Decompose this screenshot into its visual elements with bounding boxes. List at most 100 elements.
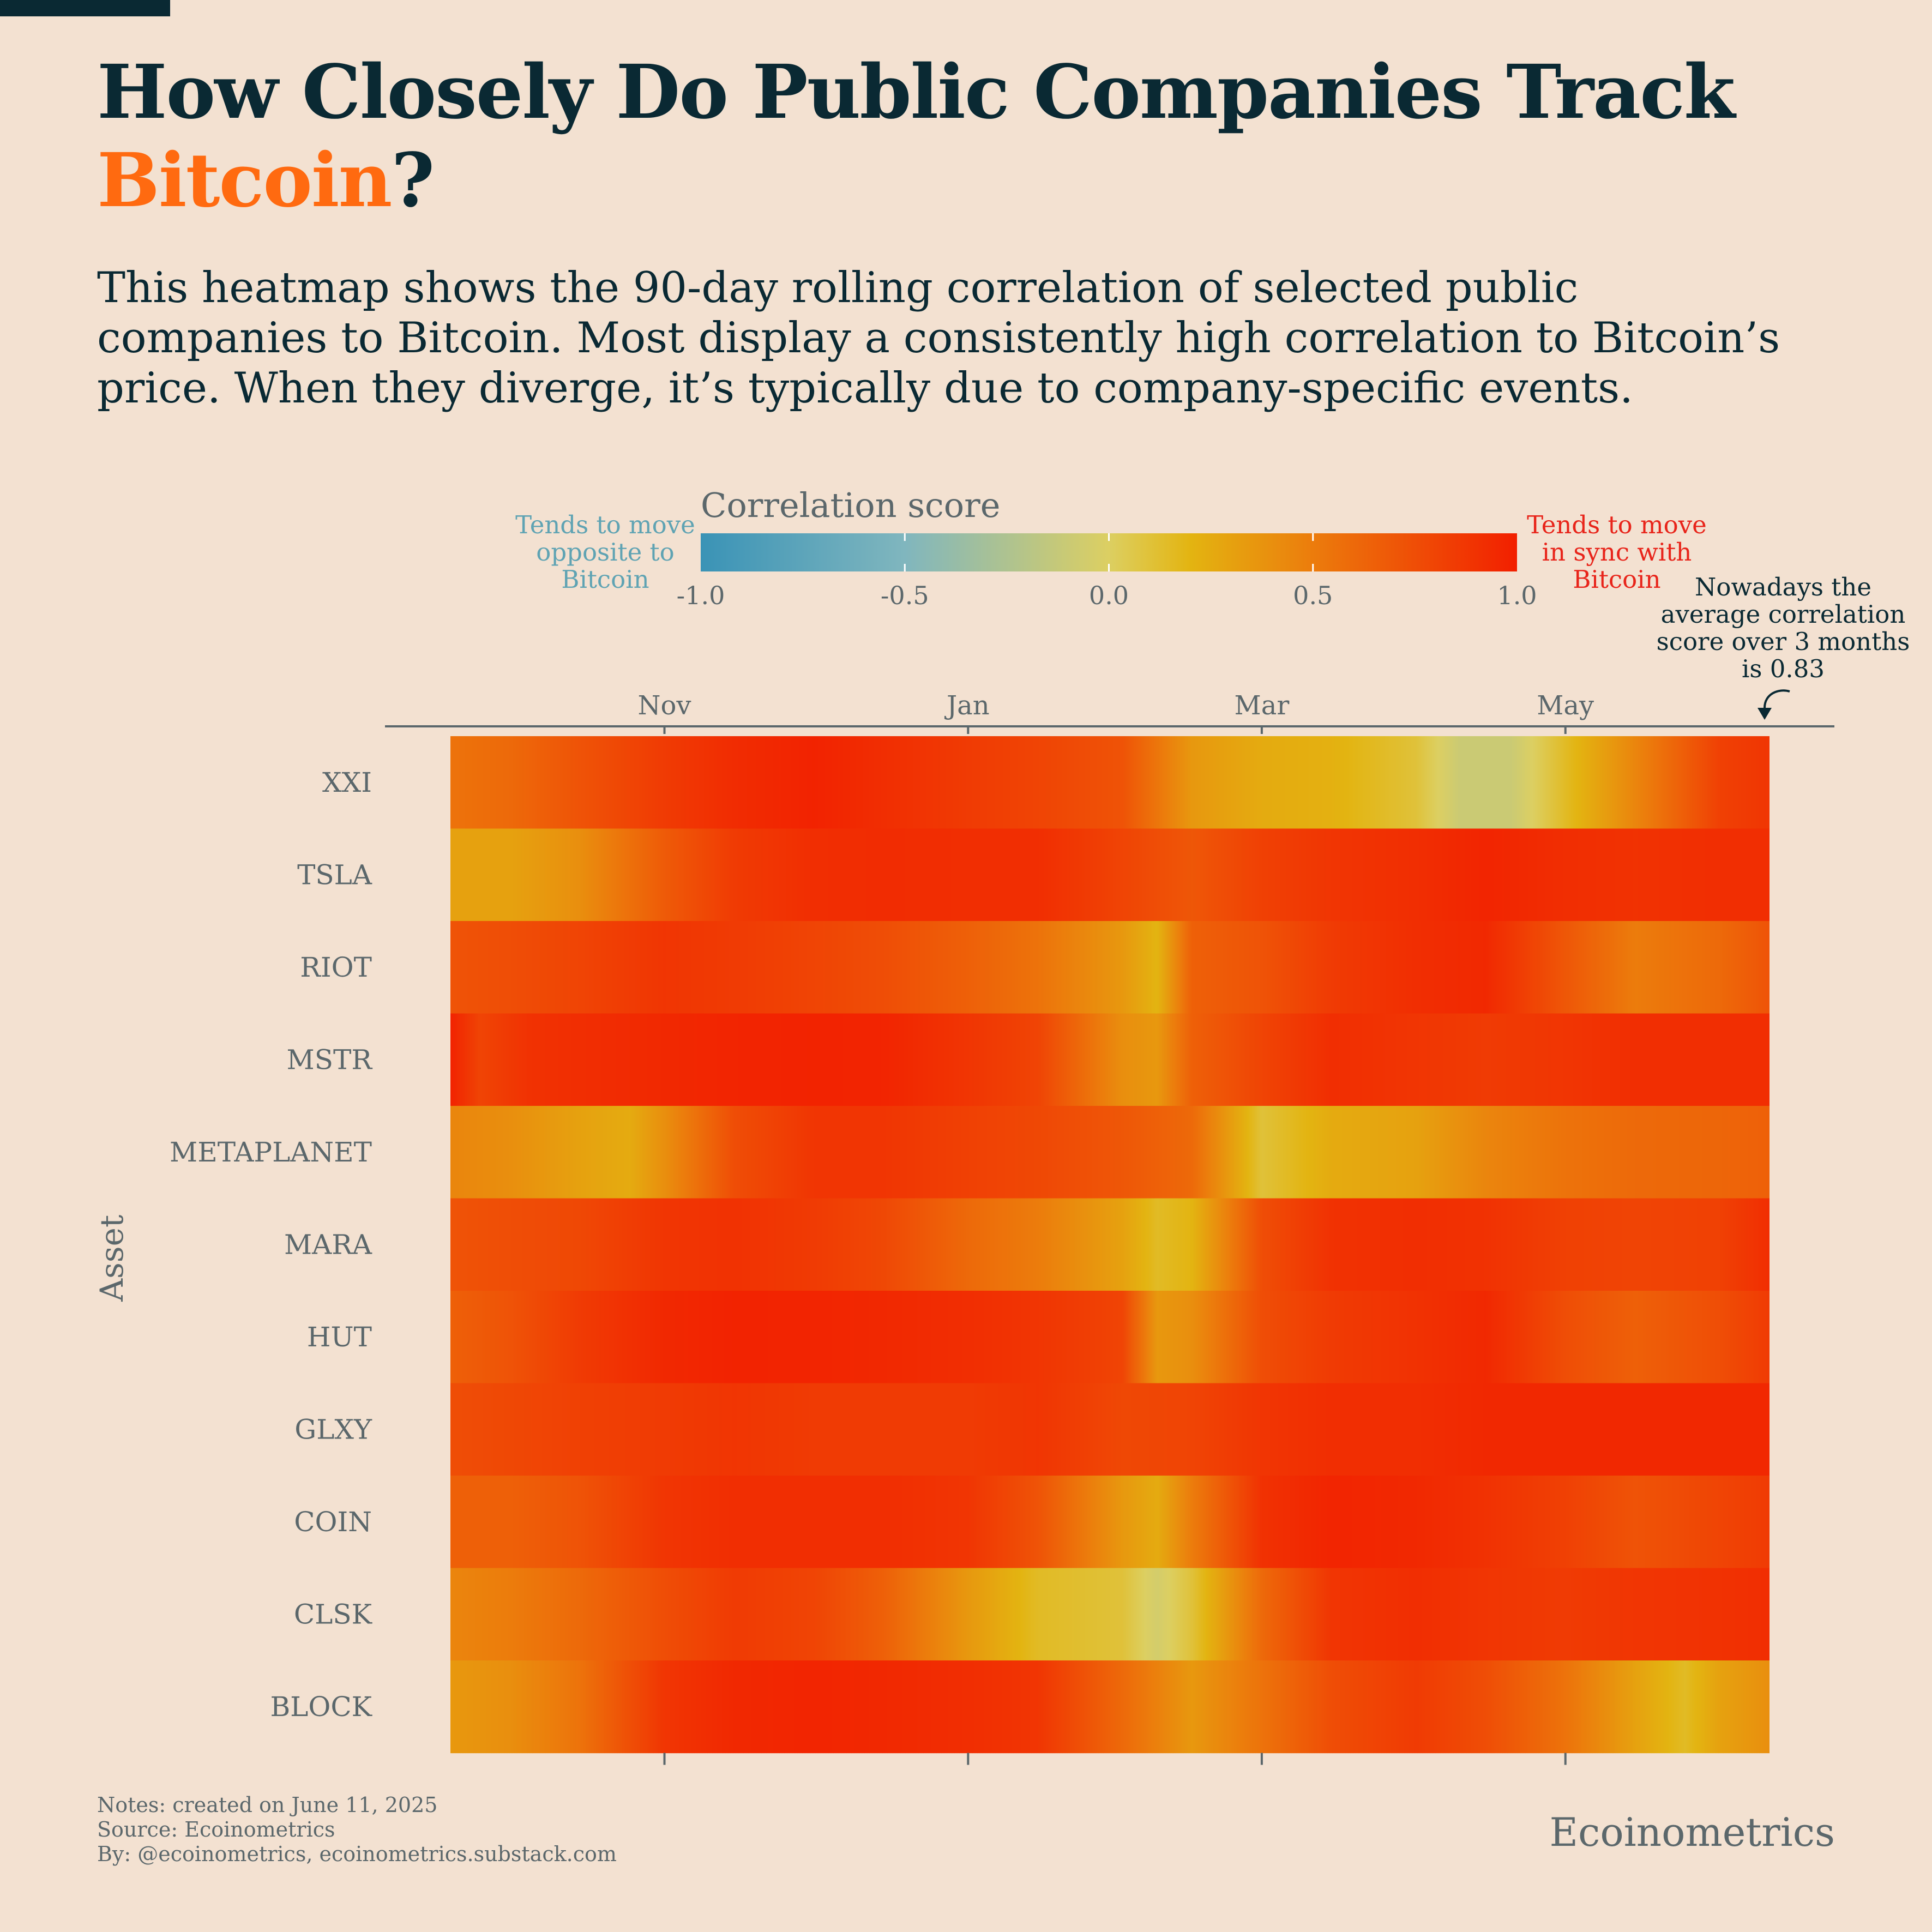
heatmap-cell [1157, 1013, 1159, 1106]
heatmap-cell [1154, 921, 1156, 1014]
heatmap-cell [1108, 1106, 1110, 1199]
heatmap-cell [630, 1106, 633, 1199]
heatmap-cell [1702, 828, 1704, 922]
heatmap-cell [1394, 921, 1397, 1014]
heatmap-cell [1553, 1106, 1555, 1199]
heatmap-cell [1718, 828, 1720, 922]
heatmap-cell [1492, 828, 1495, 922]
heatmap-cell [1259, 921, 1261, 1014]
heatmap-cell [1540, 736, 1542, 829]
heatmap-cell [616, 1198, 618, 1291]
heatmap-cell [1563, 1013, 1565, 1106]
heatmap-cell [827, 1013, 829, 1106]
heatmap-cell [1102, 1198, 1104, 1291]
heatmap-cell [679, 1013, 682, 1106]
heatmap-cell [1406, 828, 1408, 922]
heatmap-cell [828, 736, 830, 829]
heatmap-cell [1389, 1198, 1392, 1291]
heatmap-cell [542, 1198, 544, 1291]
heatmap-cell [1456, 736, 1459, 829]
heatmap-cell [765, 921, 767, 1014]
heatmap-cell [1502, 921, 1504, 1014]
heatmap-cell [637, 736, 639, 829]
heatmap-cell [1412, 1013, 1415, 1106]
heatmap-cell [1419, 736, 1421, 829]
heatmap-cell [706, 828, 708, 922]
heatmap-cell [1322, 828, 1325, 922]
heatmap-cell [1756, 736, 1758, 829]
heatmap-cell [818, 921, 821, 1014]
heatmap-cell [580, 1291, 582, 1384]
heatmap-cell [1355, 1013, 1357, 1106]
heatmap-cell [917, 828, 919, 922]
heatmap-cell [1183, 828, 1185, 922]
heatmap-cell [1416, 1013, 1418, 1106]
heatmap-cell [935, 828, 937, 922]
heatmap-cell [792, 736, 795, 829]
heatmap-cell [1470, 828, 1472, 922]
heatmap-cell [1430, 1198, 1433, 1291]
heatmap-cell [1403, 1013, 1405, 1106]
heatmap-cell [1319, 1013, 1321, 1106]
heatmap-cell [1371, 736, 1374, 829]
heatmap-cell [1281, 1198, 1284, 1291]
heatmap-cell [604, 1106, 606, 1199]
heatmap-cell [1723, 1013, 1725, 1106]
heatmap-cell [1668, 736, 1670, 829]
heatmap-cell [1007, 736, 1009, 829]
heatmap-cell [1458, 1106, 1460, 1199]
heatmap-cell [959, 736, 961, 829]
heatmap-cell [624, 828, 626, 922]
heatmap-cell [765, 1198, 767, 1291]
heatmap-cell [1525, 1198, 1527, 1291]
heatmap-cell [1736, 1198, 1738, 1291]
heatmap-cell [995, 1106, 997, 1199]
heatmap-cell [1260, 1198, 1262, 1291]
heatmap-cell [1476, 1013, 1478, 1106]
heatmap-cell [925, 736, 927, 829]
heatmap-cell [1573, 828, 1575, 922]
heatmap-cell [1232, 1198, 1235, 1291]
heatmap-cell [859, 921, 862, 1014]
heatmap-cell [917, 1198, 919, 1291]
heatmap-cell [684, 1013, 687, 1106]
heatmap-cell [1227, 921, 1230, 1014]
heatmap-cell [982, 1198, 984, 1291]
heatmap-cell [1028, 921, 1030, 1014]
heatmap-cell [658, 1106, 660, 1199]
heatmap-cell [1254, 828, 1256, 922]
heatmap-cell [861, 1106, 863, 1199]
heatmap-cell [658, 1013, 660, 1106]
heatmap-cell [832, 1013, 834, 1106]
heatmap-cell [563, 1106, 565, 1199]
heatmap-cell [650, 828, 652, 922]
heatmap-cell [1432, 736, 1434, 829]
heatmap-cell [1468, 1106, 1470, 1199]
heatmap-cell [1056, 828, 1058, 922]
heatmap-cell [1290, 1106, 1292, 1199]
heatmap-cell [794, 1013, 796, 1106]
heatmap-cell [521, 921, 523, 1014]
heatmap-cell [1309, 921, 1311, 1014]
heatmap-cell [645, 921, 647, 1014]
heatmap-cell [756, 1198, 759, 1291]
heatmap-cell [513, 1291, 515, 1384]
heatmap-cell [1254, 1013, 1256, 1106]
heatmap-cell [810, 1013, 812, 1106]
heatmap-cell [1677, 1198, 1680, 1291]
heatmap-cell [550, 1013, 552, 1106]
heatmap-cell [817, 1013, 819, 1106]
heatmap-cell [586, 736, 588, 829]
heatmap-cell [1388, 921, 1390, 1014]
heatmap-cell [704, 1106, 706, 1199]
heatmap-cell [1748, 1106, 1750, 1199]
heatmap-cell [1615, 921, 1617, 1014]
heatmap-cell [1331, 1013, 1333, 1106]
heatmap-cell [1443, 736, 1446, 829]
heatmap-cell [1749, 1106, 1752, 1199]
heatmap-cell [604, 921, 606, 1014]
heatmap-cell [557, 1106, 559, 1199]
heatmap-cell [1514, 1013, 1516, 1106]
heatmap-cell [719, 1106, 721, 1199]
heatmap-cell [609, 736, 611, 829]
